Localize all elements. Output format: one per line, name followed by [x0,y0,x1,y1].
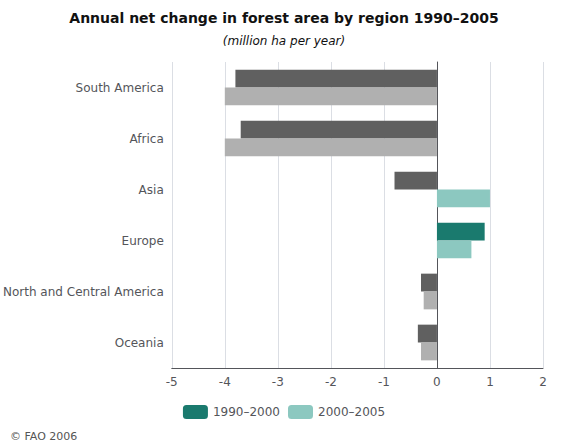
svg-text:1: 1 [486,375,494,389]
svg-text:-5: -5 [166,375,178,389]
svg-text:South America: South America [76,81,164,95]
svg-text:Africa: Africa [130,132,164,146]
svg-text:Oceania: Oceania [115,336,164,350]
svg-text:2000–2005: 2000–2005 [318,405,385,419]
svg-text:Asia: Asia [139,183,164,197]
svg-text:© FAO 2006: © FAO 2006 [10,430,77,443]
svg-text:Annual net change in forest ar: Annual net change in forest area by regi… [69,10,498,26]
svg-text:-4: -4 [219,375,231,389]
svg-text:(million ha per year): (million ha per year) [223,34,345,48]
svg-text:1990–2000: 1990–2000 [213,405,280,419]
svg-text:2: 2 [539,375,547,389]
svg-text:0: 0 [433,375,441,389]
svg-text:-1: -1 [378,375,390,389]
svg-text:Europe: Europe [122,234,164,248]
svg-text:-2: -2 [325,375,337,389]
svg-text:-3: -3 [272,375,284,389]
svg-text:North and Central America: North and Central America [3,285,164,299]
